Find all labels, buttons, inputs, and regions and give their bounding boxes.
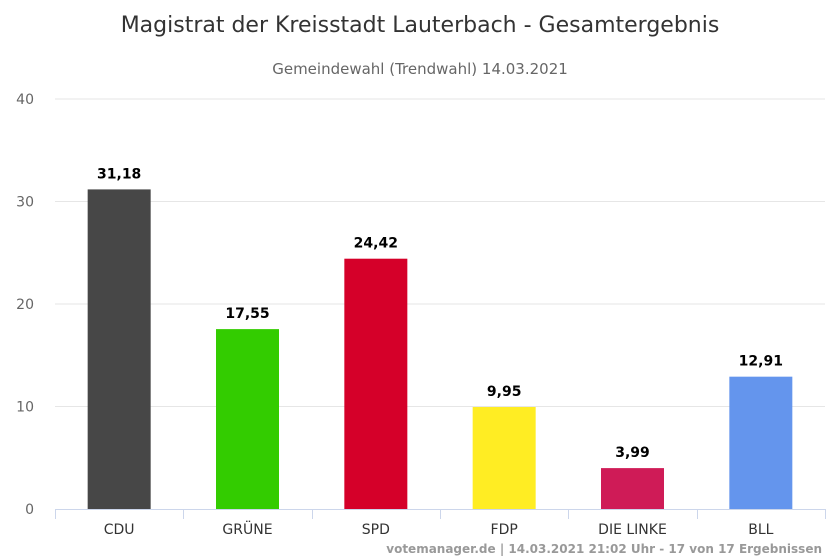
chart-subtitle: Gemeindewahl (Trendwahl) 14.03.2021 (272, 60, 568, 78)
chart-title: Magistrat der Kreisstadt Lauterbach - Ge… (121, 13, 720, 38)
gridlines (55, 98, 825, 407)
x-category-label: BLL (748, 522, 773, 538)
x-axis: CDU GRÜNE SPD FDP DIE LINKE BLL (55, 509, 826, 538)
bar-bll[interactable] (729, 376, 793, 509)
y-axis: 0 10 20 30 40 (16, 92, 34, 518)
data-label: 24,42 (354, 236, 398, 252)
y-tick-label: 40 (16, 92, 34, 108)
credits-text: votemanager.de | 14.03.2021 21:02 Uhr - … (386, 542, 822, 556)
x-category-label: CDU (104, 522, 135, 538)
bars (87, 189, 793, 509)
y-tick-label: 30 (16, 195, 34, 211)
bar-grüne[interactable] (216, 329, 279, 509)
bar-fdp[interactable] (472, 407, 536, 509)
bar-die-linke[interactable] (601, 468, 664, 509)
y-tick-label: 20 (16, 297, 34, 313)
x-category-label: DIE LINKE (598, 522, 667, 538)
data-label: 31,18 (97, 166, 141, 182)
data-label: 9,95 (487, 384, 522, 400)
x-category-label: FDP (491, 522, 518, 538)
bar-spd[interactable] (344, 258, 408, 509)
data-label: 3,99 (615, 445, 650, 461)
data-labels: 31,18 17,55 24,42 9,95 3,99 12,91 (97, 166, 783, 461)
x-category-label: GRÜNE (222, 520, 272, 538)
bar-cdu[interactable] (87, 189, 151, 509)
y-tick-label: 0 (25, 502, 34, 518)
data-label: 12,91 (739, 354, 783, 370)
y-tick-label: 10 (16, 400, 34, 416)
data-label: 17,55 (225, 306, 269, 322)
x-category-label: SPD (362, 522, 390, 538)
